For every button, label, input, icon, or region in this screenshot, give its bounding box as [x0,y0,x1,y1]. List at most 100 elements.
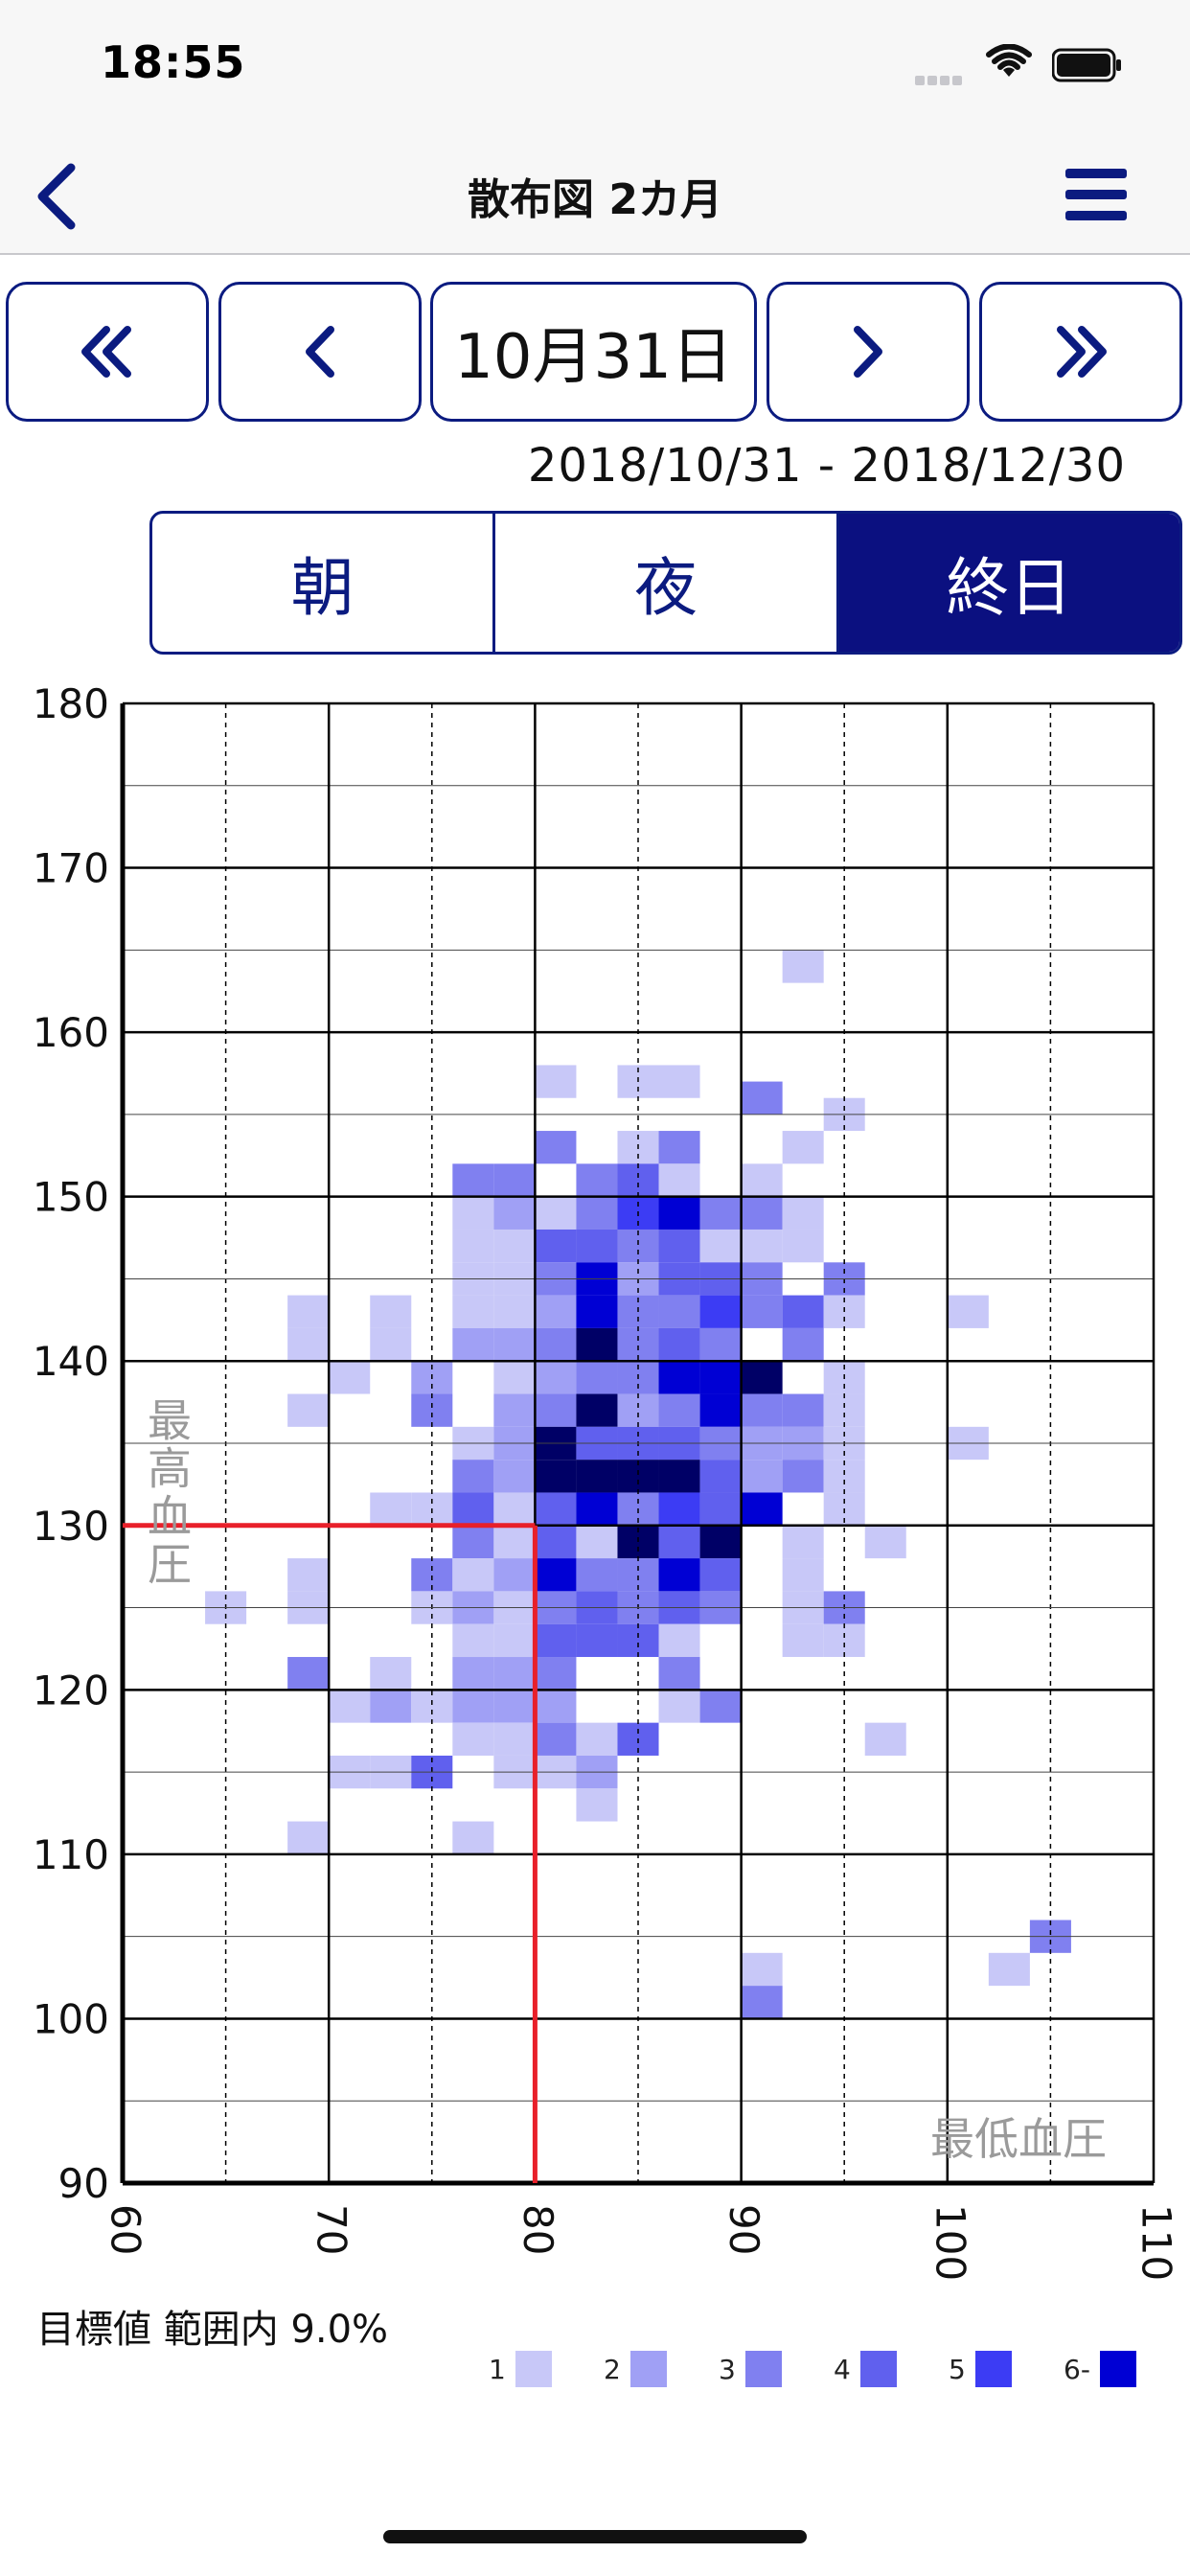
heatmap-cell [493,1657,536,1690]
legend-item: 1 [489,2348,552,2390]
heatmap-cell [782,1131,824,1164]
heatmap-cell [452,1821,494,1854]
y-tick-label: 180 [33,680,109,727]
heatmap-cell [617,1623,659,1658]
heatmap-cell [411,1393,453,1427]
heatmap-cell [658,1361,700,1394]
heatmap-cell [576,1295,618,1328]
heatmap-cell [864,1525,906,1559]
legend-swatch [744,2351,782,2387]
x-axis-label: 最低血圧 [930,2113,1107,2165]
heatmap-cell [782,1623,824,1658]
heatmap-cell [576,1722,618,1756]
heatmap-cell [699,1327,742,1362]
x-tick-label: 90 [721,2204,767,2255]
heatmap-cell [699,1229,742,1263]
heatmap-cell [493,1525,536,1559]
heatmap-cell [411,1690,453,1723]
heatmap-cell [452,1558,494,1592]
heatmap-cell [741,1361,783,1394]
back-chevron-icon[interactable] [29,158,86,235]
previous-button[interactable] [218,282,422,422]
legend-item: 3 [719,2348,782,2390]
heatmap-cell [370,1295,412,1328]
segment-night[interactable]: 夜 [495,514,839,652]
heatmap-cell [370,1690,412,1723]
segment-morning[interactable]: 朝 [152,514,496,652]
status-time: 18:55 [101,36,246,88]
heatmap-cell [452,1657,494,1690]
heatmap-cell [576,1623,618,1658]
x-tick-label: 60 [103,2204,149,2255]
heatmap-cell [370,1327,412,1362]
legend-swatch [859,2351,897,2387]
heatmap-cell [535,1722,577,1756]
heatmap-cell [576,1492,618,1526]
heatmap-cell [782,1196,824,1230]
battery-icon [1052,48,1121,82]
y-tick-label: 140 [33,1338,109,1385]
menu-icon[interactable] [1062,161,1131,228]
legend-swatch [974,2351,1012,2387]
last-page-button[interactable] [979,282,1182,422]
heatmap-cell [287,1558,330,1592]
heatmap-cell [452,1229,494,1263]
legend-item: 2 [604,2348,667,2390]
date-navigation: 10月31日 [0,282,1190,426]
status-bar: 18:55 [0,0,1190,144]
heatmap-cell [452,1460,494,1493]
y-axis-label: 最高血圧 [141,1397,193,1589]
heatmap-cell [741,1492,783,1526]
heatmap-cell [741,1081,783,1115]
heatmap-cell [741,1229,783,1263]
first-page-button[interactable] [6,282,209,422]
heatmap-cell [617,1163,659,1197]
y-tick-label: 110 [33,1831,109,1878]
heatmap-cell [452,1163,494,1197]
heatmap-cell [287,1393,330,1427]
heatmap-cell [329,1361,371,1394]
heatmap-cell [658,1623,700,1658]
home-indicator [383,2530,807,2543]
current-date-label: 10月31日 [454,322,733,393]
legend-label: 3 [719,2353,736,2385]
double-chevron-right-icon [1057,326,1107,378]
heatmap-cell [535,1131,577,1164]
heatmap-cell [535,1393,577,1427]
legend-label: 6- [1064,2353,1090,2385]
signal-icon [915,71,973,85]
heatmap-cell [699,1690,742,1723]
legend-swatch [1099,2351,1136,2387]
heatmap-cell [782,950,824,983]
legend-label: 4 [834,2353,851,2385]
heatmap-cell [576,1525,618,1559]
heatmap-cell [287,1327,330,1362]
heatmap-cell [658,1657,700,1690]
heatmap-cell [535,1657,577,1690]
heatmap-cell [493,1393,536,1427]
heatmap-cell [658,1393,700,1427]
heatmap-cell [535,1361,577,1394]
heatmap-cell [287,1295,330,1328]
heatmap-cell [576,1163,618,1197]
heatmap-cell [699,1393,742,1427]
heatmap-cell [988,1952,1030,1987]
heatmap-cell [699,1460,742,1493]
heatmap-cell [493,1558,536,1592]
heatmap-cell [782,1460,824,1493]
heatmap-cell [452,1196,494,1230]
heatmap-cell [699,1196,742,1230]
segment-all-day[interactable]: 終日 [838,514,1179,652]
y-tick-label: 90 [58,2160,109,2207]
date-picker-button[interactable]: 10月31日 [430,282,757,422]
navigation-bar: 散布図 2カ月 [0,144,1190,255]
x-tick-label: 70 [309,2204,355,2255]
heatmap-cell [493,1722,536,1756]
heatmap-cell [535,1623,577,1658]
heatmap-cell [287,1821,330,1854]
heatmap-cell [576,1393,618,1427]
heatmap-cell [741,1952,783,1987]
next-button[interactable] [767,282,970,422]
heatmap-cell [535,1460,577,1493]
heatmap-cell [452,1722,494,1756]
